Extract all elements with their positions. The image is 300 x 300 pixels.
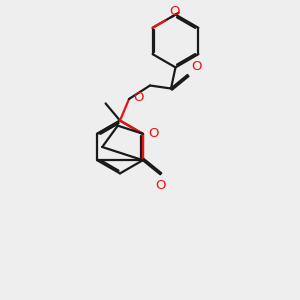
Text: O: O <box>155 179 166 192</box>
Text: O: O <box>169 5 180 18</box>
Text: O: O <box>148 127 159 140</box>
Text: O: O <box>134 91 144 104</box>
Text: O: O <box>191 60 202 73</box>
